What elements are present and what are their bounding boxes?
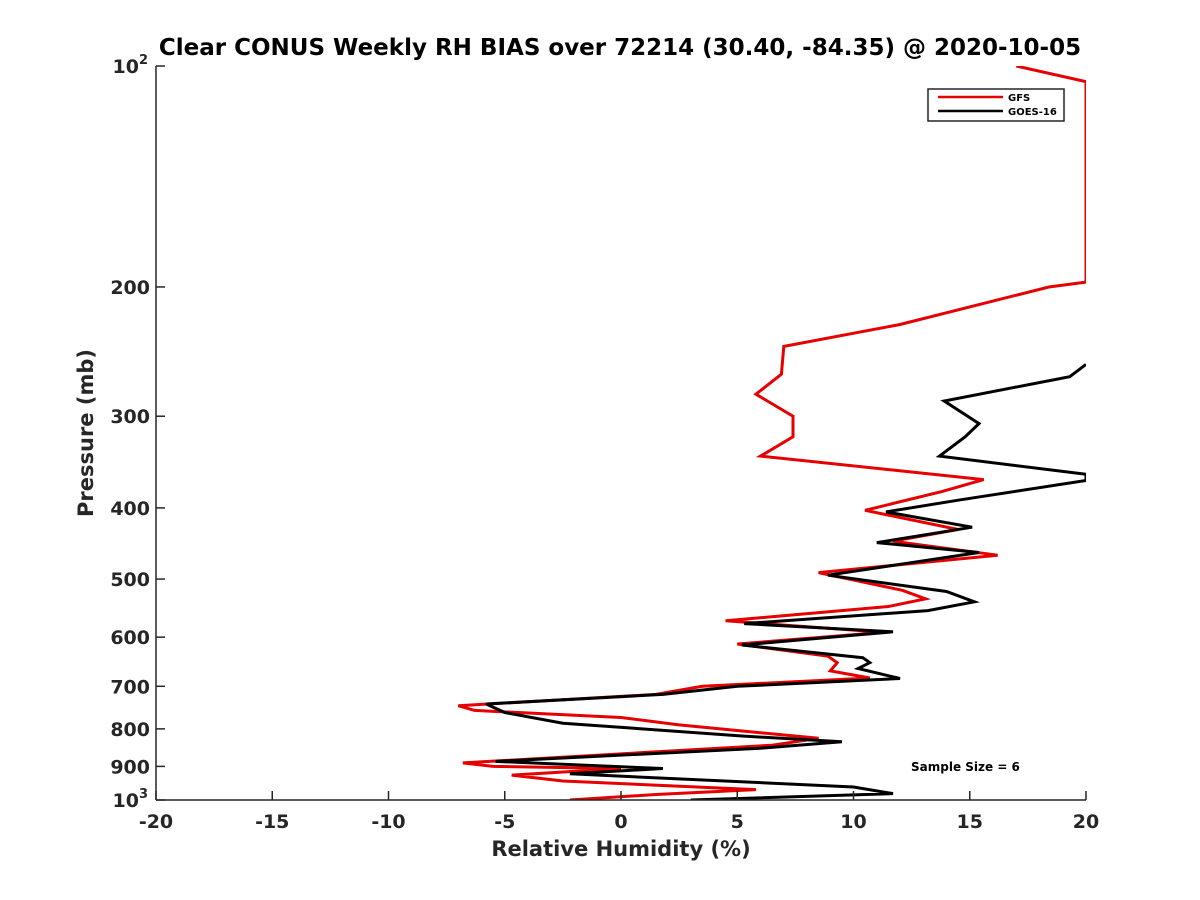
y-axis-label: Pressure (mb) — [74, 349, 98, 517]
x-tick-label-20: -20 — [139, 811, 173, 833]
x-tick-label-15: 15 — [957, 811, 983, 833]
x-tick-label-0: 0 — [614, 811, 627, 833]
ticks-layer: -20 -15 -10 -5 0 5 10 15 20 102 200 300 400 500 600 700… — [110, 53, 1099, 833]
y-tick-label-600: 600 — [110, 627, 150, 649]
y-tick-label-900: 900 — [110, 756, 150, 778]
chart-title: Clear CONUS Weekly RH BIAS over 72214 (3… — [159, 35, 1081, 61]
legend-gfs-label: GFS — [1008, 93, 1030, 104]
y-tick-label-800: 800 — [110, 719, 150, 741]
series-layer — [457, 66, 1086, 800]
y-tick-label-300: 300 — [110, 406, 150, 428]
x-tick-label-5: 5 — [731, 811, 744, 833]
legend-box — [927, 88, 1065, 122]
y-tick-label-100: 102 — [113, 53, 149, 78]
y-tick-label-1000: 103 — [113, 787, 149, 812]
x-tick-label-10: -10 — [371, 811, 405, 833]
y-tick-label-700: 700 — [110, 676, 150, 698]
y-tick-label-400: 400 — [110, 498, 150, 520]
legend: GFS GOES-16 — [927, 88, 1065, 122]
x-tick-label-10: 10 — [840, 811, 866, 833]
y-tick-label-500: 500 — [110, 569, 150, 591]
y-tick-label-200: 200 — [110, 277, 150, 299]
x-tick-label-15: -15 — [255, 811, 289, 833]
x-axis-label: Relative Humidity (%) — [491, 837, 750, 861]
series-line-goes-16 — [485, 363, 1086, 800]
sample-size-annotation: Sample Size = 6 — [911, 760, 1020, 774]
x-tick-label-20: 20 — [1073, 811, 1099, 833]
legend-goes16-label: GOES-16 — [1008, 107, 1057, 118]
x-tick-label-5: -5 — [494, 811, 515, 833]
